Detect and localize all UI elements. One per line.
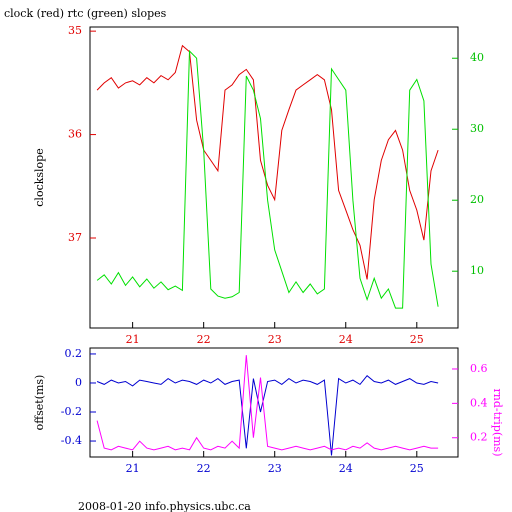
yticks-tick-label: -0.2 [61,405,82,418]
y2-axis-label: rnd-trip(ms) [491,389,504,457]
y2ticks-tick-label: 10 [470,264,484,277]
x-tick-label: 23 [268,462,282,475]
y-axis-label: offset(ms) [33,375,46,431]
y2ticks-tick-label: 0.6 [470,362,488,375]
yticks-tick-label: 36 [68,128,82,141]
x-tick-label: 21 [126,462,140,475]
series-line [96,355,439,451]
yticks-tick-label: 35 [68,24,82,37]
yticks-tick-label: 0 [75,376,82,389]
plot-frame [89,347,459,458]
x-tick-label: 25 [410,333,424,346]
y2ticks-tick-label: 0.4 [470,396,488,409]
plot-frame [89,26,459,329]
series-line [96,44,439,280]
x-tick-label: 22 [197,462,211,475]
chart-title: clock (red) rtc (green) slopes [4,7,167,20]
y2ticks-tick-label: 20 [470,193,484,206]
yticks-tick-label: -0.4 [61,434,82,447]
x-tick-label: 22 [197,333,211,346]
x-tick-label: 21 [126,333,140,346]
series-line [96,49,439,309]
x-tick-label: 24 [339,462,353,475]
footer: 2008-01-20 info.physics.ubc.ca [78,500,251,512]
x-tick-label: 23 [268,333,282,346]
x-tick-label: 24 [339,333,353,346]
yticks-tick-label: 37 [68,231,82,244]
y2ticks-tick-label: 40 [470,51,484,64]
series-line [96,374,439,456]
yticks-tick-label: 0.2 [65,347,83,360]
y2ticks-tick-label: 0.2 [470,431,488,444]
y2ticks-tick-label: 30 [470,122,484,135]
x-tick-label: 25 [410,462,424,475]
y-axis-label: clockslope [33,148,46,206]
